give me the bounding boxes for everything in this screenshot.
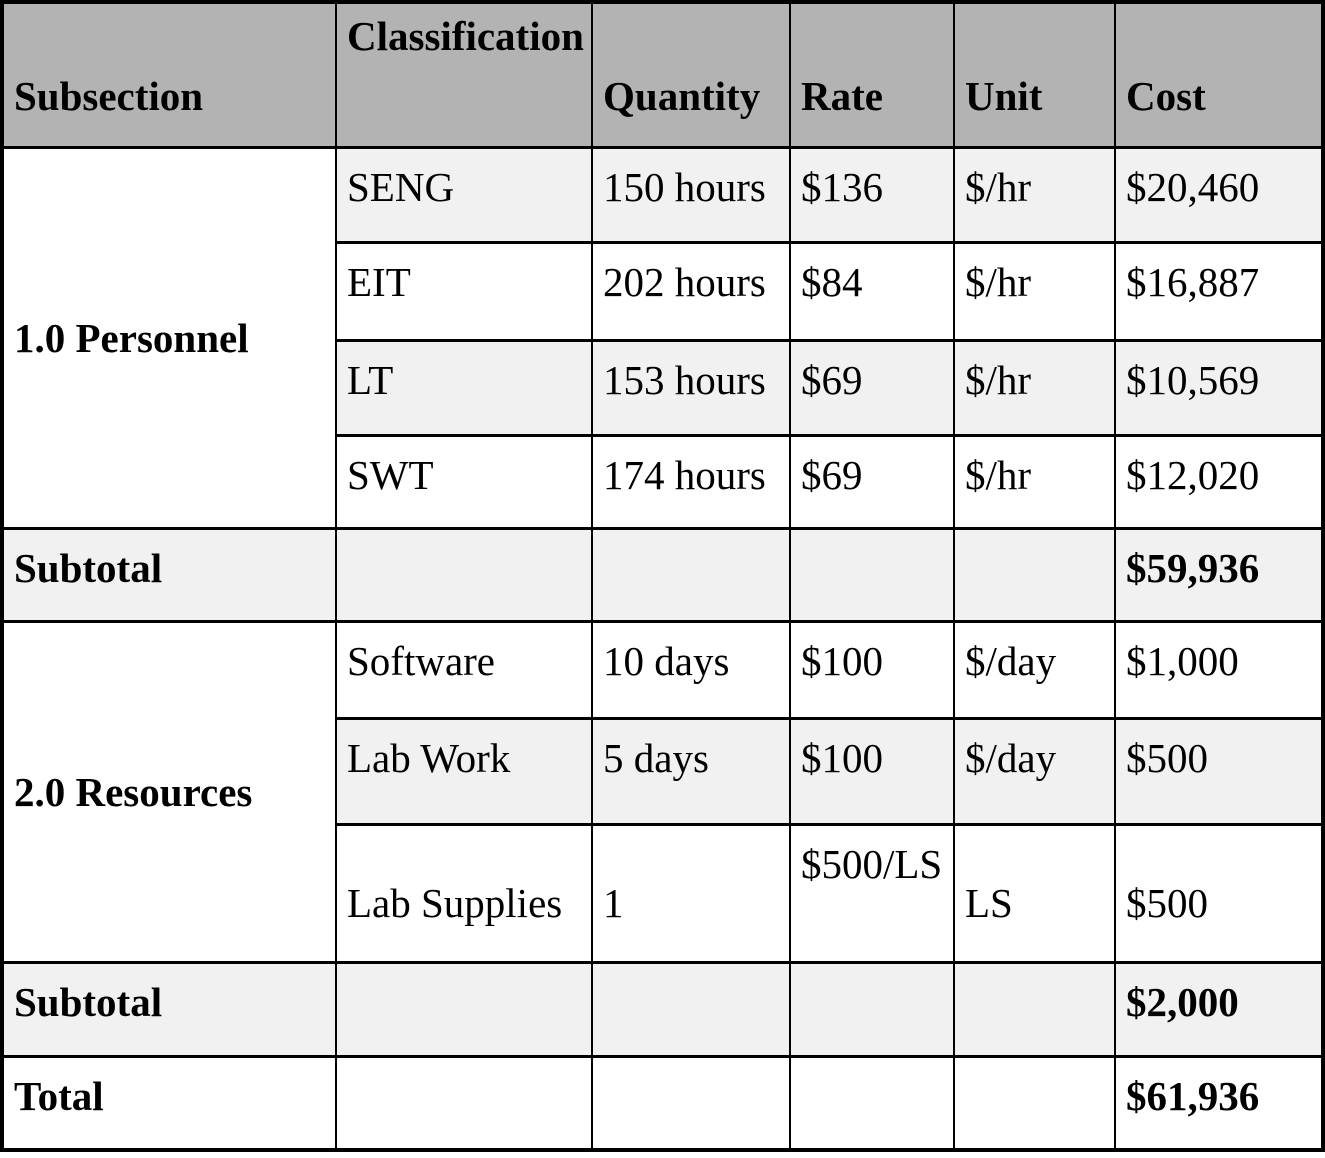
- cell-quantity: 202 hours: [591, 241, 791, 342]
- subtotal-empty-cell: [591, 527, 791, 623]
- cell-cost: $500: [1114, 823, 1324, 964]
- cell-unit: $/hr: [953, 338, 1116, 437]
- total-row: Total $61,936: [1, 1055, 1324, 1152]
- subtotal-row: Subtotal $59,936: [1, 527, 1324, 623]
- table-row: Lab Supplies 1 $500/LS LS $500: [2, 823, 1324, 964]
- subtotal-label: Subtotal: [1, 527, 337, 623]
- cell-quantity: 174 hours: [591, 433, 791, 531]
- header-cell-cost: Cost: [1114, 0, 1324, 149]
- cell-classification: SWT: [335, 433, 593, 531]
- cell-quantity: 5 days: [591, 716, 791, 827]
- section-label-resources: 2.0 Resources: [1, 619, 337, 964]
- cell-rate: $69: [789, 338, 955, 437]
- total-empty-cell: [335, 1055, 593, 1152]
- cell-classification: Software: [335, 619, 593, 720]
- table-row: SWT 174 hours $69 $/hr $12,020: [2, 433, 1324, 531]
- cell-quantity: 10 days: [591, 619, 791, 720]
- subtotal-empty-cell: [953, 527, 1116, 623]
- cell-rate: $100: [789, 619, 955, 720]
- total-label: Total: [1, 1055, 337, 1152]
- cell-cost: $1,000: [1114, 619, 1324, 720]
- cell-rate: $69: [789, 433, 955, 531]
- total-cost: $61,936: [1114, 1055, 1324, 1152]
- cell-unit: LS: [953, 823, 1116, 964]
- cell-rate: $100: [789, 716, 955, 827]
- header-cell-classification: Classification: [335, 0, 593, 149]
- subtotal-empty-cell: [789, 960, 955, 1059]
- total-empty-cell: [591, 1055, 791, 1152]
- header-row: Subsection Classification Quantity Rate …: [1, 0, 1324, 149]
- total-empty-cell: [789, 1055, 955, 1152]
- cell-unit: $/day: [953, 716, 1116, 827]
- cell-quantity: 153 hours: [591, 338, 791, 437]
- cell-classification: LT: [335, 338, 593, 437]
- cell-cost: $20,460: [1114, 145, 1324, 245]
- header-cell-unit: Unit: [953, 0, 1116, 149]
- cell-rate: $84: [789, 241, 955, 342]
- cell-unit: $/day: [953, 619, 1116, 720]
- cell-classification: SENG: [335, 145, 593, 245]
- subtotal-empty-cell: [953, 960, 1116, 1059]
- table-row: LT 153 hours $69 $/hr $10,569: [2, 338, 1324, 437]
- header-cell-subsection: Subsection: [1, 0, 337, 149]
- cell-unit: $/hr: [953, 241, 1116, 342]
- subtotal-row: Subtotal $2,000: [1, 960, 1324, 1059]
- subtotal-cost: $2,000: [1114, 960, 1324, 1059]
- table-row: EIT 202 hours $84 $/hr $16,887: [2, 241, 1324, 342]
- table-row: Lab Work 5 days $100 $/day $500: [2, 716, 1324, 827]
- section-label-personnel: 1.0 Personnel: [1, 145, 337, 531]
- cell-unit: $/hr: [953, 433, 1116, 531]
- cell-quantity: 1: [591, 823, 791, 964]
- cell-unit: $/hr: [953, 145, 1116, 245]
- subtotal-empty-cell: [335, 527, 593, 623]
- table-row: 1.0 Personnel SENG 150 hours $136 $/hr $…: [1, 145, 1324, 531]
- cell-cost: $16,887: [1114, 241, 1324, 342]
- total-empty-cell: [953, 1055, 1116, 1152]
- subtotal-empty-cell: [789, 527, 955, 623]
- cell-rate: $136: [789, 145, 955, 245]
- cell-rate: $500/LS: [789, 823, 955, 964]
- cell-classification: Lab Supplies: [335, 823, 593, 964]
- subtotal-empty-cell: [335, 960, 593, 1059]
- cell-cost: $500: [1114, 716, 1324, 827]
- subtotal-empty-cell: [591, 960, 791, 1059]
- cell-quantity: 150 hours: [591, 145, 791, 245]
- subtotal-cost: $59,936: [1114, 527, 1324, 623]
- subtotal-label: Subtotal: [1, 960, 337, 1059]
- cell-classification: Lab Work: [335, 716, 593, 827]
- cell-cost: $10,569: [1114, 338, 1324, 437]
- cell-cost: $12,020: [1114, 433, 1324, 531]
- table-row: 2.0 Resources Software 10 days $100 $/da…: [1, 619, 1324, 964]
- header-cell-rate: Rate: [789, 0, 955, 149]
- header-cell-quantity: Quantity: [591, 0, 791, 149]
- cell-classification: EIT: [335, 241, 593, 342]
